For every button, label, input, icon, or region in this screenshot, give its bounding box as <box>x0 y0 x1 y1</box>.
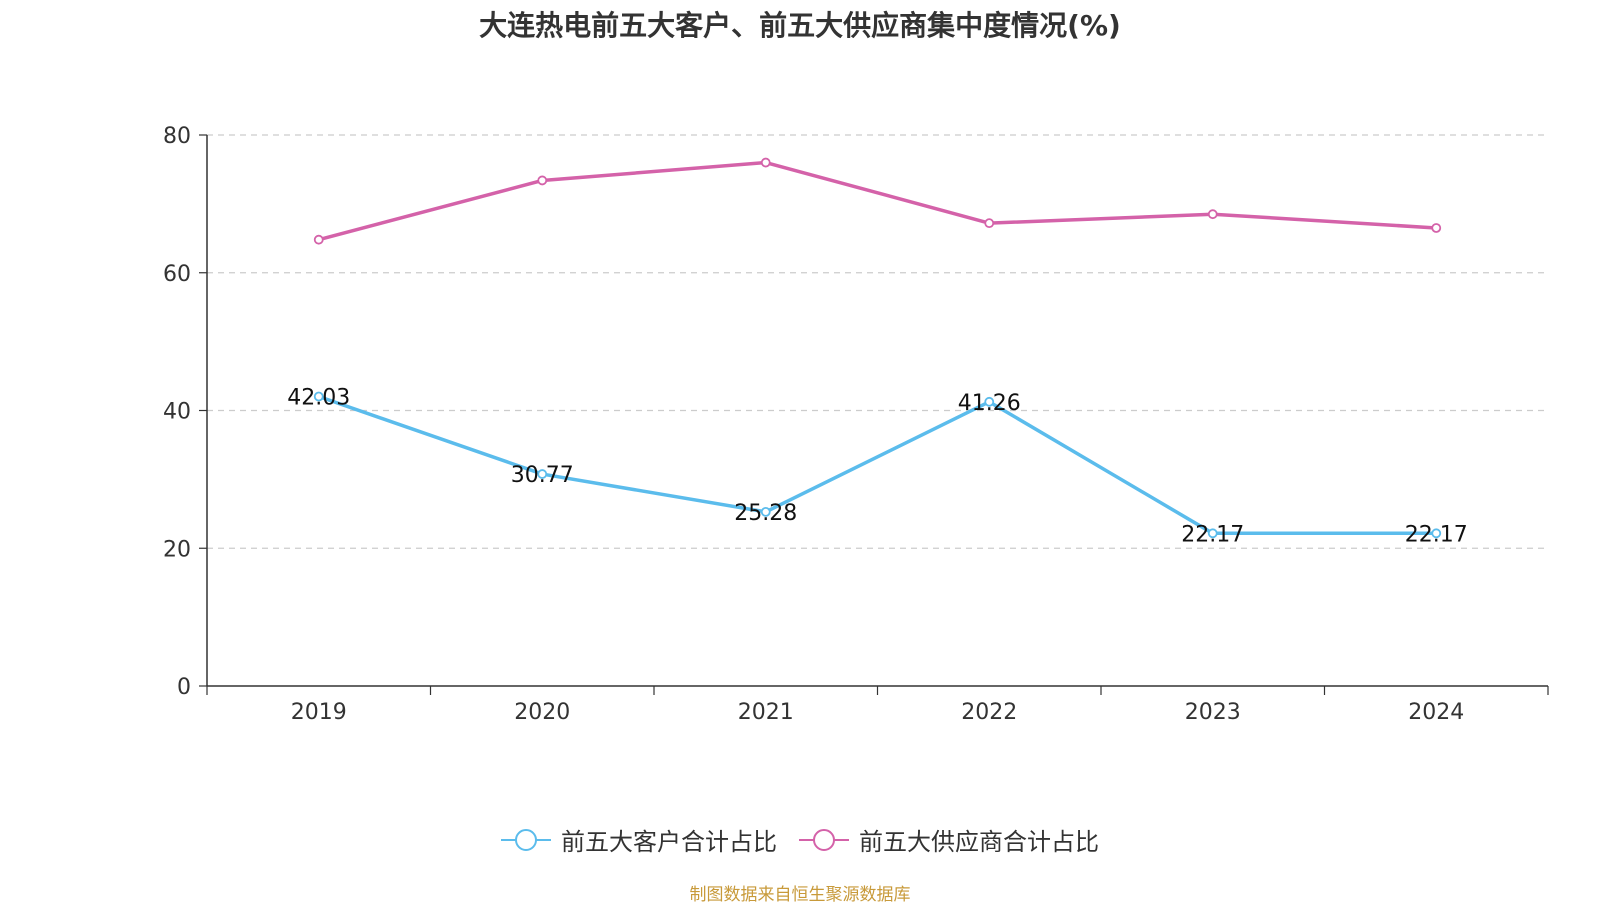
source-note: 制图数据来自恒生聚源数据库 <box>689 885 911 905</box>
data-point <box>1207 528 1218 539</box>
data-point <box>760 506 771 517</box>
x-tick-label: 2023 <box>1185 700 1241 725</box>
series-line-1 <box>318 160 1437 242</box>
data-point <box>313 234 324 245</box>
data-point <box>313 391 324 402</box>
data-point <box>537 469 548 479</box>
x-tick-label: 2021 <box>738 700 794 725</box>
chart-title: 大连热电前五大客户、前五大供应商集中度情况(%) <box>479 9 1121 42</box>
legend-label-suppliers: 前五大供应商合计占比 <box>859 828 1099 856</box>
data-label: 41.26 <box>958 391 1021 416</box>
data-point <box>1207 209 1218 220</box>
data-point <box>760 157 771 168</box>
data-point <box>1431 528 1442 539</box>
legend-marker-suppliers-icon <box>799 828 849 851</box>
data-label: 22.17 <box>1405 522 1468 547</box>
series-line-0 <box>318 394 1437 536</box>
data-label: 30.77 <box>511 463 574 488</box>
y-tick-label: 40 <box>163 400 191 425</box>
y-tick-label: 80 <box>163 124 191 149</box>
data-label: 25.28 <box>734 501 797 526</box>
legend-item-customers[interactable]: 前五大客户合计占比 <box>501 822 777 857</box>
data-point <box>537 175 548 186</box>
legend-item-suppliers[interactable]: 前五大供应商合计占比 <box>799 822 1099 857</box>
data-point <box>984 218 995 229</box>
y-tick-label: 0 <box>177 675 191 700</box>
x-tick-label: 2020 <box>514 700 570 725</box>
data-label: 42.03 <box>287 386 350 411</box>
legend-marker-customers-icon <box>501 828 551 851</box>
legend: 前五大客户合计占比 前五大供应商合计占比 <box>0 822 1600 857</box>
data-point <box>1431 223 1442 233</box>
data-point <box>984 396 995 407</box>
y-tick-label: 60 <box>163 262 191 287</box>
legend-label-customers: 前五大客户合计占比 <box>561 828 777 856</box>
x-tick-label: 2024 <box>1408 700 1464 725</box>
x-tick-label: 2022 <box>961 700 1017 725</box>
x-tick-label: 2019 <box>291 700 347 725</box>
y-tick-label: 20 <box>163 537 191 562</box>
data-label: 22.17 <box>1181 522 1244 547</box>
